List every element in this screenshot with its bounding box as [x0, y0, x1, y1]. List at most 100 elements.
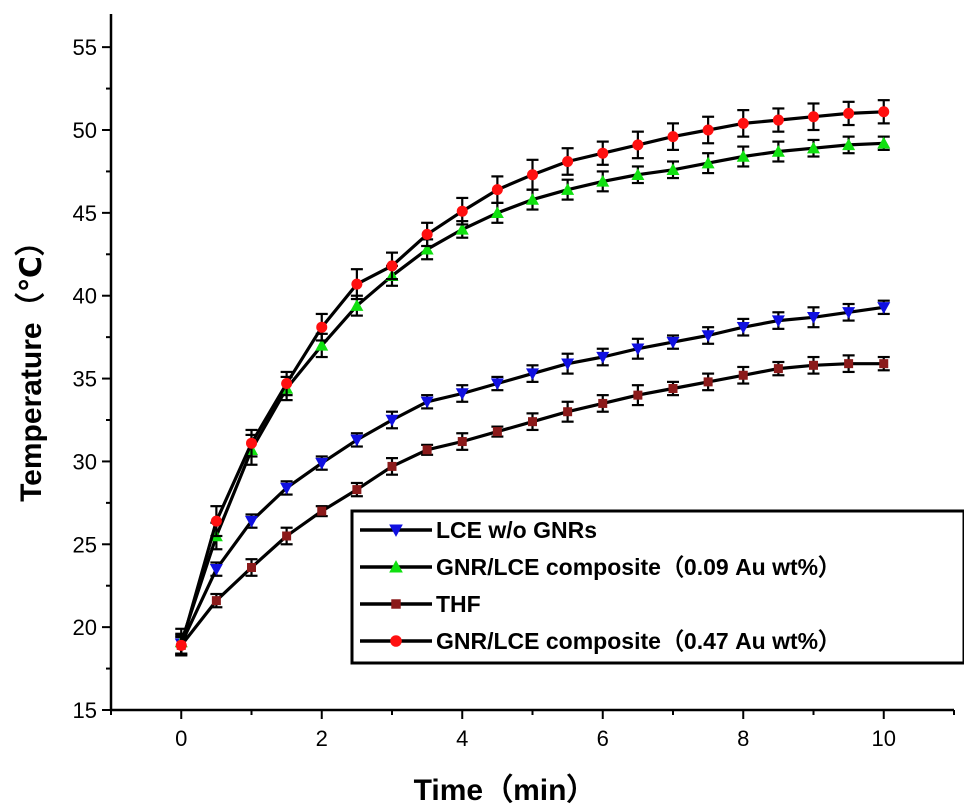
data-point [280, 482, 294, 495]
legend-label: LCE w/o GNRs [436, 517, 597, 543]
data-point [632, 139, 644, 151]
data-point [879, 359, 889, 369]
data-point [420, 396, 434, 409]
data-point [878, 106, 890, 118]
x-tick-label: 8 [737, 726, 749, 751]
data-point [352, 485, 362, 495]
x-tick-label: 10 [872, 726, 896, 751]
data-point [281, 378, 293, 390]
data-point [350, 434, 364, 447]
legend-marker [390, 635, 402, 647]
x-tick-label: 4 [456, 726, 468, 751]
data-point [843, 107, 855, 119]
axes: 0 2 4 6 8 10 15 20 25 30 35 40 45 50 55 [73, 14, 955, 751]
x-tick-label: 6 [597, 726, 609, 751]
y-tick-label: 15 [73, 698, 97, 723]
data-point [666, 163, 680, 175]
data-point [771, 315, 785, 328]
data-point [315, 457, 329, 470]
y-tick-label: 25 [73, 532, 97, 557]
data-point [528, 417, 537, 427]
data-point [842, 307, 856, 319]
data-point [210, 515, 222, 527]
series-3 [175, 354, 890, 655]
y-tick-label: 45 [73, 201, 97, 226]
data-point [562, 155, 574, 167]
data-point [667, 131, 679, 143]
data-point [456, 205, 468, 217]
data-point [877, 302, 891, 314]
data-point [421, 228, 433, 240]
legend-label: GNR/LCE composite（0.47 Au wt%） [436, 628, 841, 654]
data-point [703, 377, 713, 387]
legend-item: LCE w/o GNRs [360, 517, 597, 543]
data-point [736, 150, 750, 162]
data-point [245, 515, 258, 528]
legend-item: THF [360, 591, 481, 617]
data-point [597, 147, 609, 159]
data-point [809, 360, 818, 370]
data-point [386, 260, 398, 272]
data-point [772, 114, 784, 126]
data-point [842, 138, 856, 151]
data-point [526, 193, 539, 205]
y-tick-label: 50 [73, 118, 97, 143]
data-point [316, 321, 328, 333]
data-point [598, 398, 608, 408]
legend-marker [391, 599, 401, 609]
data-point [807, 312, 820, 324]
data-point [631, 168, 645, 180]
data-point [491, 184, 503, 196]
data-point [246, 437, 257, 449]
data-point [211, 596, 221, 606]
data-point [457, 437, 467, 447]
data-point [387, 461, 397, 471]
data-point [247, 562, 256, 572]
data-point [701, 330, 715, 342]
legend-box [350, 509, 964, 665]
data-point [351, 278, 363, 290]
data-point [773, 364, 783, 374]
data-point [561, 183, 575, 195]
data-point [422, 445, 432, 455]
data-point [737, 117, 749, 129]
data-point [596, 174, 610, 187]
data-point [282, 531, 292, 541]
legend-marker [389, 524, 403, 537]
series-layer [174, 99, 891, 657]
data-point [633, 390, 643, 400]
data-point [317, 506, 327, 516]
data-point [350, 299, 364, 311]
legend-item: GNR/LCE composite（0.09 Au wt%） [360, 554, 841, 580]
data-point [175, 639, 187, 651]
data-point [702, 124, 714, 136]
data-point [385, 414, 399, 427]
legend: LCE w/o GNRs GNR/LCE composite（0.09 Au wt… [350, 509, 964, 665]
data-point [526, 368, 539, 381]
data-point [668, 384, 678, 394]
y-tick-label: 55 [73, 35, 97, 60]
x-axis-title: Time（min） [414, 773, 597, 807]
series-4 [175, 99, 890, 657]
y-tick-label: 20 [73, 615, 97, 640]
data-point [455, 222, 469, 235]
data-point [738, 370, 748, 380]
data-point [808, 111, 819, 123]
data-point [455, 388, 469, 400]
legend-label: GNR/LCE composite（0.09 Au wt%） [436, 554, 841, 580]
y-tick-label: 35 [73, 367, 97, 392]
data-point [596, 351, 610, 364]
data-point [315, 338, 329, 351]
data-point [807, 141, 820, 154]
data-point [561, 358, 575, 371]
y-tick-label: 30 [73, 449, 97, 474]
data-point [771, 145, 785, 157]
data-point [420, 242, 434, 255]
data-point [490, 378, 504, 391]
data-point [877, 136, 891, 149]
legend-marker [389, 560, 403, 573]
data-point [736, 322, 750, 334]
data-point [563, 407, 573, 417]
data-point [701, 156, 715, 169]
